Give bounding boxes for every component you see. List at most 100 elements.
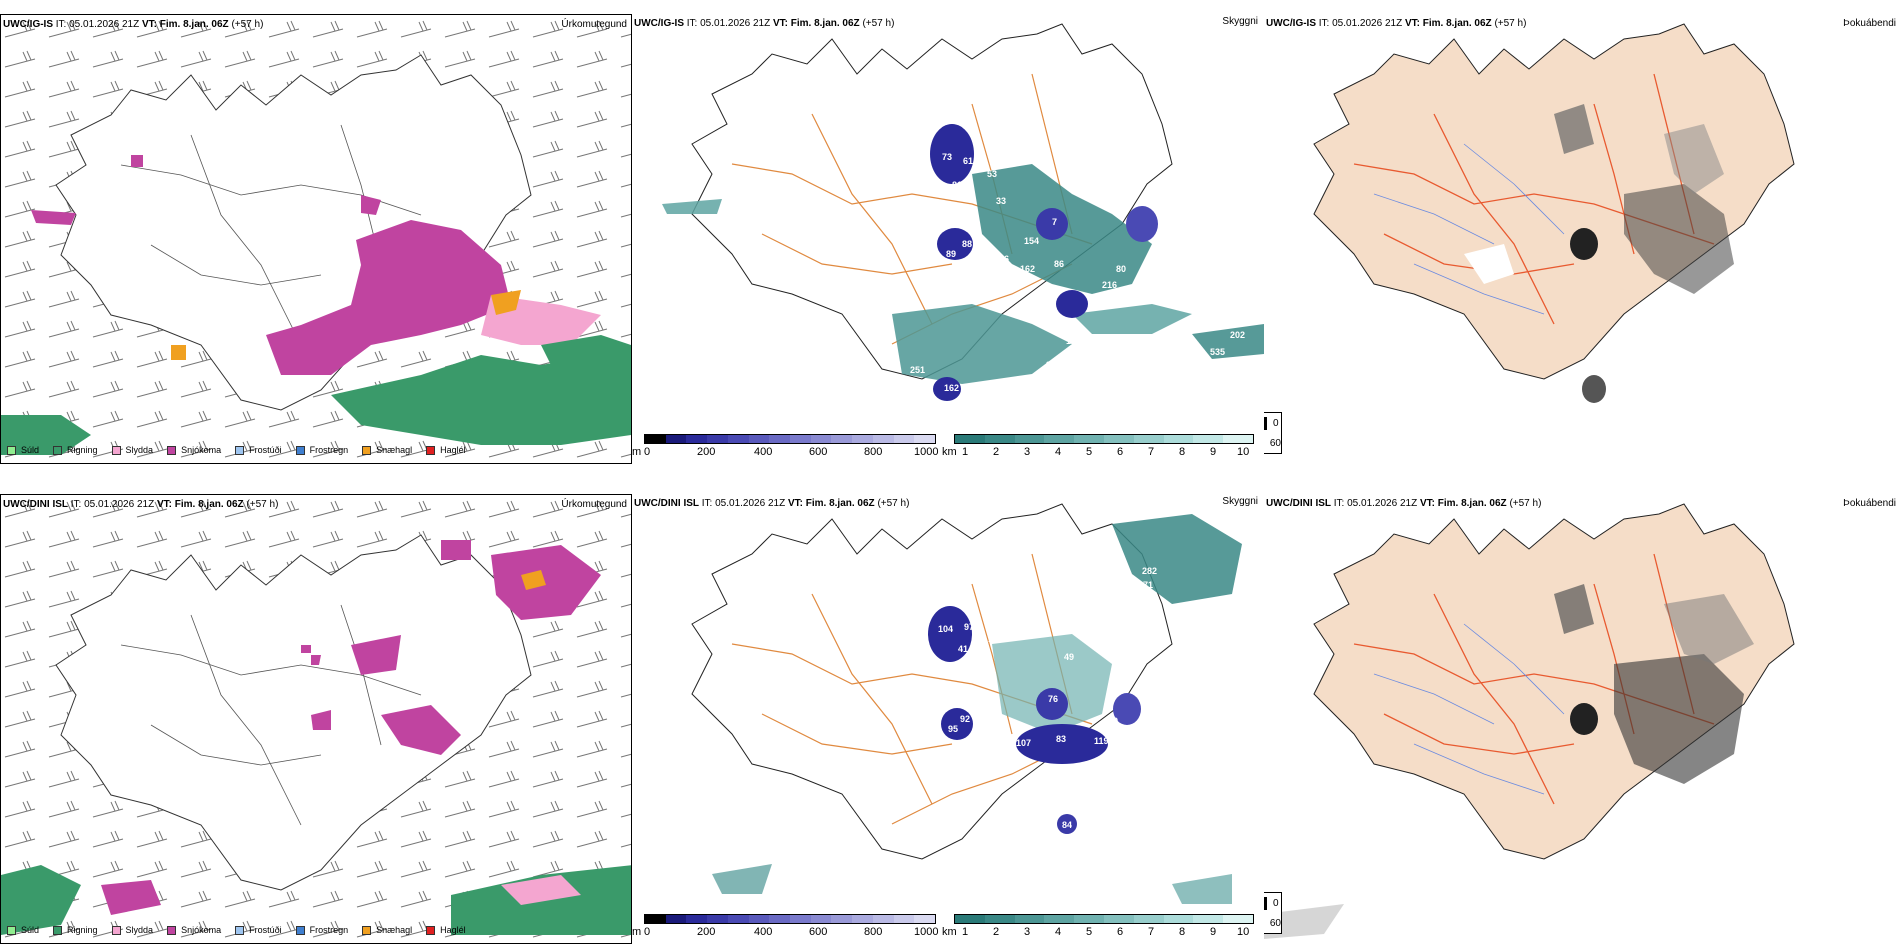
cbar-seg (1163, 435, 1194, 443)
panel-header: UWC/DINI ISL IT: 05.01.2026 21Z VT: Fim.… (1266, 498, 1542, 509)
cbar-seg (872, 435, 894, 443)
elevation-colorbar (644, 914, 936, 924)
cbar-unit: m (632, 446, 642, 458)
iceland-precip-map-bottom (1, 495, 631, 943)
cbar-seg (645, 435, 666, 443)
visibility-panel-bottom: Skyggni UWC/DINI ISL IT: 05.01.2026 21Z … (632, 494, 1264, 944)
vt-value: Fim. 8.jan. 06Z (159, 19, 229, 30)
panel-title: Úrkomutegund (561, 19, 627, 30)
cbar-unit: km (942, 446, 957, 458)
vis-label: 134 (1160, 410, 1176, 420)
panel-header: UWC/IG-IS IT: 05.01.2026 21Z VT: Fim. 8.… (1266, 18, 1527, 29)
vis-label: 69 (1108, 716, 1119, 726)
vis-label: 45 (1104, 375, 1115, 385)
panel-header: UWC/DINI ISL IT: 05.01.2026 21Z VT: Fim.… (3, 499, 279, 510)
cbar-tick: 3 (1024, 446, 1031, 458)
it-label: IT: (55, 19, 67, 30)
vis-label: 154 (1024, 236, 1040, 246)
vis-label: 83 (1056, 734, 1067, 744)
vis-label: 104 (938, 624, 954, 634)
panel-header: UWC/IG-IS IT: 05.01.2026 21Z VT: Fim. 8.… (634, 18, 895, 29)
visibility-colorbar (954, 434, 1254, 444)
iceland-visibility-map-top (662, 23, 1264, 401)
fog-legend: 0 60 (1264, 412, 1282, 454)
vis-label: 94 (1046, 360, 1057, 370)
vis-label: 162 (944, 383, 960, 393)
vis-label: 119 (1094, 736, 1109, 746)
visibility-panel-top: Skyggni UWC/IG-IS IT: 05.01.2026 21Z VT:… (632, 14, 1264, 464)
precip-legend: Súld Rigning Slydda Snjókoma Frostúði Fr… (7, 445, 466, 455)
cbar-tick: 600 (809, 446, 828, 458)
visibility-colorbar (954, 914, 1254, 924)
iceland-fog-map-top (1313, 23, 1795, 403)
vis-label: 89 (946, 249, 957, 259)
legend-item-sleet: Slydda (111, 445, 153, 455)
fog-legend: 0 60 (1264, 892, 1282, 934)
vis-label: 53 (987, 169, 998, 179)
iceland-visibility-map-bottom (691, 503, 1242, 904)
legend-item-freezing-rain: Frostregn (295, 445, 348, 455)
cbar-tick: 10 (1237, 446, 1250, 458)
legend-swatch (111, 445, 121, 455)
cbar-tick: 200 (697, 446, 716, 458)
it-value: 05.01.2026 21Z (69, 19, 140, 30)
cbar-seg (955, 435, 985, 443)
cbar-seg (769, 435, 791, 443)
cbar-seg (686, 435, 708, 443)
legend-swatch (362, 445, 372, 455)
vis-label: 33 (996, 196, 1007, 206)
panel-title: Úrkomutegund (561, 499, 627, 510)
precip-type-panel-bottom: UWC/DINI ISL IT: 05.01.2026 21Z VT: Fim.… (0, 494, 632, 944)
cbar-seg (831, 435, 853, 443)
vis-label: 88 (962, 239, 973, 249)
vis-label: 202 (1230, 330, 1246, 340)
vis-label: 84 (1062, 820, 1073, 830)
vis-label: 187 (1090, 297, 1106, 307)
legend-swatch (295, 445, 305, 455)
cbar-tick: 8 (1179, 446, 1186, 458)
cbar-seg (707, 435, 728, 443)
cbar-seg (893, 435, 915, 443)
cbar-tick: 5 (1086, 446, 1093, 458)
vis-label: 251 (910, 365, 926, 375)
precip-legend: Súld Rigning Slydda Snjókoma Frostúði Fr… (7, 925, 466, 935)
lead-time: (+57 h) (231, 19, 264, 30)
vis-label: 80 (1116, 264, 1127, 274)
fog-panel-top: UWC/IG-IS IT: 05.01.2026 21Z VT: Fim. 8.… (1264, 14, 1900, 464)
cbar-seg (665, 435, 687, 443)
cbar-seg (984, 435, 1015, 443)
vis-label: 49 (1064, 652, 1075, 662)
precip-type-panel-top: UWC/IG-IS IT: 05.01.2026 21Z VT: Fim. 8.… (0, 14, 632, 464)
cbar-seg (914, 435, 936, 443)
vis-label: 282 (1142, 566, 1158, 576)
vis-label: 41 (958, 644, 969, 654)
legend-item-rain: Rigning (53, 445, 98, 455)
vis-label: 97 (964, 622, 975, 632)
panel-header: UWC/IG-IS IT: 05.01.2026 21Z VT: Fim. 8.… (3, 19, 263, 30)
legend-swatch (426, 445, 436, 455)
cbar-tick: 6 (1117, 446, 1124, 458)
vis-label: 61 (963, 156, 974, 166)
vis-label: 11 (988, 634, 998, 644)
cbar-seg (790, 435, 811, 443)
cbar-tick: 9 (1210, 446, 1217, 458)
cbar-tick: 7 (1148, 446, 1155, 458)
vis-label: 162 (1020, 264, 1036, 274)
cbar-seg (1074, 435, 1104, 443)
vt-label: VT: (141, 19, 157, 30)
legend-swatch (167, 445, 177, 455)
vis-label: 916 (1132, 294, 1148, 304)
iceland-precip-map-top (1, 15, 631, 463)
vis-label: 73 (942, 152, 953, 162)
vis-label: 122 (1066, 336, 1082, 346)
panel-title: Þokuábendi (1843, 18, 1896, 29)
vis-label: 246 (994, 254, 1010, 264)
cbar-tick: 0 (644, 446, 651, 458)
vis-label: 92 (960, 714, 971, 724)
vis-label: 7 (1052, 217, 1058, 227)
cbar-seg (1223, 435, 1253, 443)
vis-label: 93 (1116, 736, 1127, 746)
cbar-tick: 800 (864, 446, 883, 458)
cbar-seg (1014, 435, 1045, 443)
fog-panel-bottom: UWC/DINI ISL IT: 05.01.2026 21Z VT: Fim.… (1264, 494, 1900, 944)
